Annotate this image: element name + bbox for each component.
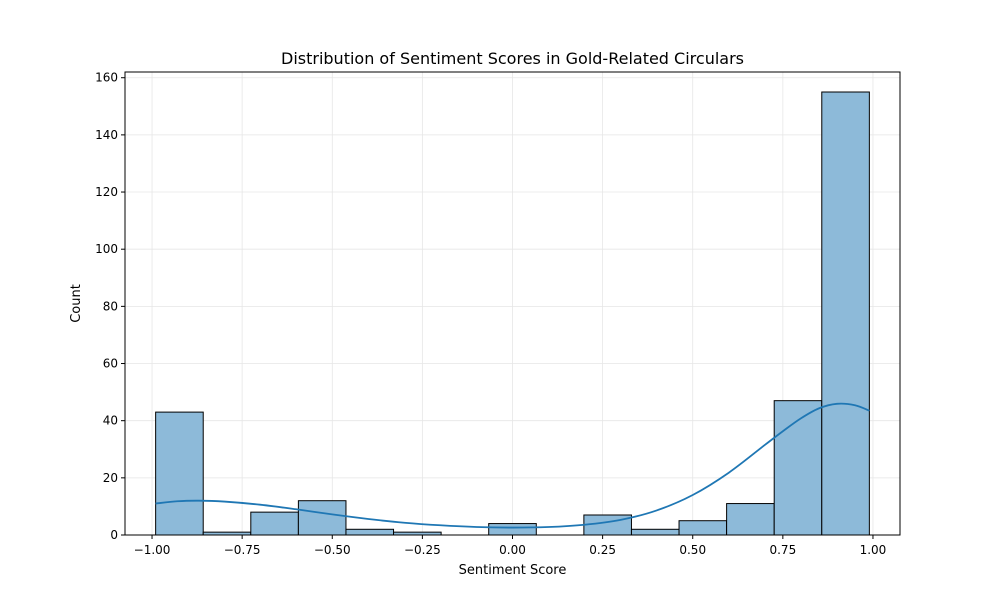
kde-curve (155, 402, 870, 529)
x-tick-label: 0.25 (589, 543, 616, 557)
y-tick-label: 100 (95, 242, 118, 256)
x-tick-label: 1.00 (860, 543, 887, 557)
x-tick-label: 0.00 (499, 543, 526, 557)
y-tick-label: 140 (95, 128, 118, 142)
x-tick-label: −1.00 (134, 543, 171, 557)
x-tick-label: 0.75 (769, 543, 796, 557)
x-axis-ticks: −1.00 −0.75 −0.50 −0.25 0.00 0.25 0.50 0.75 1.00 (134, 535, 887, 557)
histogram-bar (630, 528, 680, 536)
histogram-bar (726, 503, 775, 536)
chart-title: Distribution of Sentiment Scores in Gold… (281, 49, 744, 68)
y-tick-label: 20 (103, 471, 118, 485)
y-tick-label: 0 (110, 528, 118, 542)
y-tick-label: 40 (103, 414, 118, 428)
y-tick-label: 160 (95, 71, 118, 85)
x-tick-label: −0.25 (404, 543, 441, 557)
histogram-bar (345, 528, 395, 536)
y-tick-label: 60 (103, 357, 118, 371)
histogram-bar (773, 400, 823, 536)
kde-line (155, 402, 870, 529)
x-axis-label: Sentiment Score (459, 563, 567, 578)
x-tick-label: −0.75 (224, 543, 261, 557)
histogram-bar (678, 520, 728, 536)
grid (125, 72, 900, 536)
x-tick-label: 0.50 (679, 543, 706, 557)
y-axis-ticks: 0 20 40 60 80 100 120 140 160 (95, 71, 125, 542)
histogram-bars (155, 91, 870, 536)
x-tick-label: −0.50 (314, 543, 351, 557)
y-tick-label: 80 (103, 299, 118, 313)
y-tick-label: 120 (95, 185, 118, 199)
histogram-bar (297, 500, 347, 536)
histogram-bar (583, 514, 632, 536)
y-axis-label: Count (69, 284, 84, 323)
histogram-bar (250, 511, 299, 536)
histogram-bar (488, 523, 537, 536)
histogram-bar (155, 411, 204, 536)
histogram-bar (821, 91, 870, 536)
